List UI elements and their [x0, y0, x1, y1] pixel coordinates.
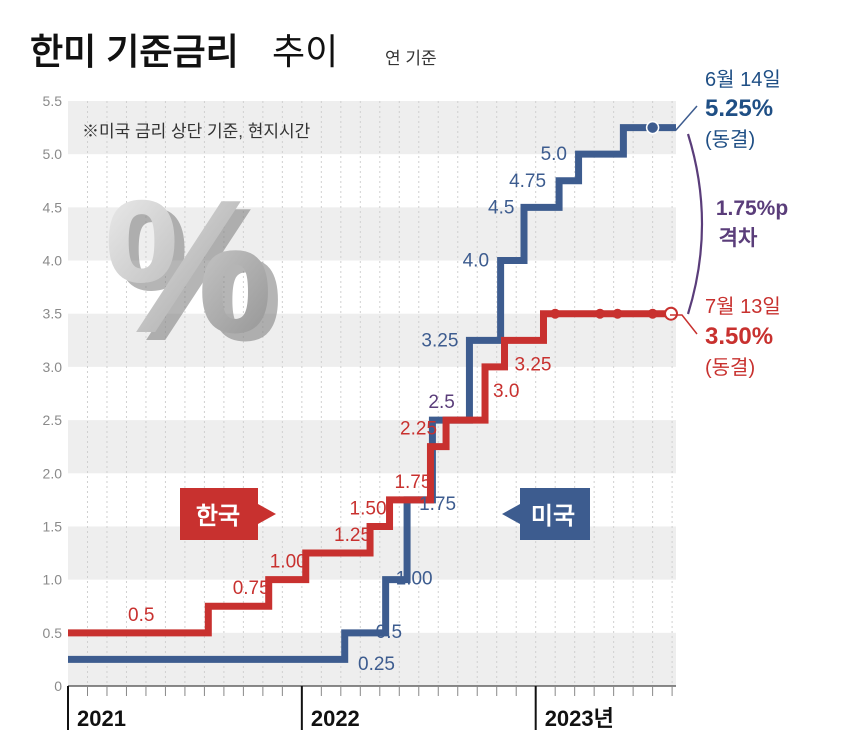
gap-value: 1.75%p: [716, 197, 788, 220]
korea-value-label: 1.00: [270, 552, 307, 573]
korea-marker-dot: [550, 308, 561, 319]
korea-value-label: 0.5: [128, 605, 154, 626]
y-tick-label: 1.0: [43, 572, 63, 588]
percent-shadow-glyph: %: [114, 169, 283, 381]
y-axis: 0 0.5 1.0 1.5 2.0 2.5 3.0 3.5 4.0 4.5 5.0 5.5: [43, 93, 63, 694]
korea-badge: 한국: [180, 488, 276, 540]
us-value-label: 4.5: [488, 197, 514, 218]
x-axis: 2021 2022 2023년: [67, 685, 676, 731]
y-tick-label: 5.5: [43, 93, 63, 109]
korea-callout-date: 7월 13일: [705, 295, 781, 318]
y-tick-label: 4.5: [43, 199, 63, 215]
korea-value-label: 1.25: [334, 525, 371, 546]
us-value-label: 0.25: [358, 654, 395, 675]
us-marker-dot: [645, 120, 660, 135]
value-labels: 0.50.751.001.251.501.752.253.03.250.250.…: [128, 144, 567, 675]
korea-marker-dot: [612, 308, 623, 319]
korea-marker-dot: [595, 308, 605, 319]
y-tick-label: 5.0: [43, 146, 63, 162]
korea-value-label: 3.25: [515, 354, 552, 375]
chart-note: ※미국 금리 상단 기준, 현지시간: [82, 122, 311, 141]
korea-badge-shape: [180, 488, 276, 540]
y-tick-label: 3.5: [43, 306, 63, 322]
us-value-label: 0.5: [376, 622, 402, 643]
korea-end-dot: [664, 306, 678, 321]
korea-callout-status: (동결): [705, 356, 755, 379]
us-badge-shape: [502, 488, 590, 540]
us-callout-rate: 5.25%: [705, 95, 773, 122]
korea-badge-label: 한국: [196, 503, 240, 530]
us-value-label: 5.0: [541, 144, 567, 165]
y-tick-label: 4.0: [43, 253, 63, 269]
us-value-label: 4.75: [509, 171, 546, 192]
us-value-label: 2.5: [428, 392, 454, 413]
us-callout-status: (동결): [705, 128, 755, 151]
y-tick-label: 3.0: [43, 359, 63, 375]
gap-bracket: [686, 133, 704, 315]
year-label: 2021: [77, 706, 126, 731]
unit-label: 연 기준: [385, 49, 437, 68]
us-value-label: 1.00: [396, 569, 433, 590]
korea-value-label: 1.50: [350, 498, 387, 519]
y-tick-label: 2.5: [43, 412, 63, 428]
us-callout-date: 6월 14일: [705, 68, 781, 91]
y-tick-label: 2.0: [43, 465, 63, 481]
korea-value-label: 0.75: [233, 578, 270, 599]
korea-series-line: [68, 310, 676, 637]
korea-callout-rate: 3.50%: [705, 323, 773, 350]
us-badge: 미국: [502, 488, 590, 540]
us-callout-leader: [659, 105, 698, 131]
background-band: [68, 420, 676, 474]
korea-callout-leader: [670, 314, 698, 335]
korea-value-label: 1.75: [394, 472, 431, 493]
year-label: 2022: [311, 706, 360, 731]
korea-value-label: 2.25: [400, 419, 437, 440]
chart-title-bold: 한미 기준금리: [30, 31, 239, 72]
y-tick-label: 0: [54, 678, 62, 694]
percent-glyph: %: [104, 161, 273, 373]
korea-value-label: 3.0: [493, 381, 519, 402]
series-layer: [68, 120, 678, 663]
us-value-label: 1.75: [419, 494, 456, 515]
us-badge-label: 미국: [531, 503, 575, 530]
y-tick-label: 1.5: [43, 518, 63, 534]
year-label: 2023년: [545, 706, 614, 731]
chart-title-light: 추이: [272, 31, 338, 72]
us-series-line: [68, 124, 676, 663]
korea-marker-dot: [647, 308, 658, 319]
us-value-label: 3.25: [421, 330, 458, 351]
us-value-label: 4.0: [463, 251, 489, 272]
gap-label: 격차: [719, 227, 758, 250]
y-tick-label: 0.5: [43, 625, 63, 641]
